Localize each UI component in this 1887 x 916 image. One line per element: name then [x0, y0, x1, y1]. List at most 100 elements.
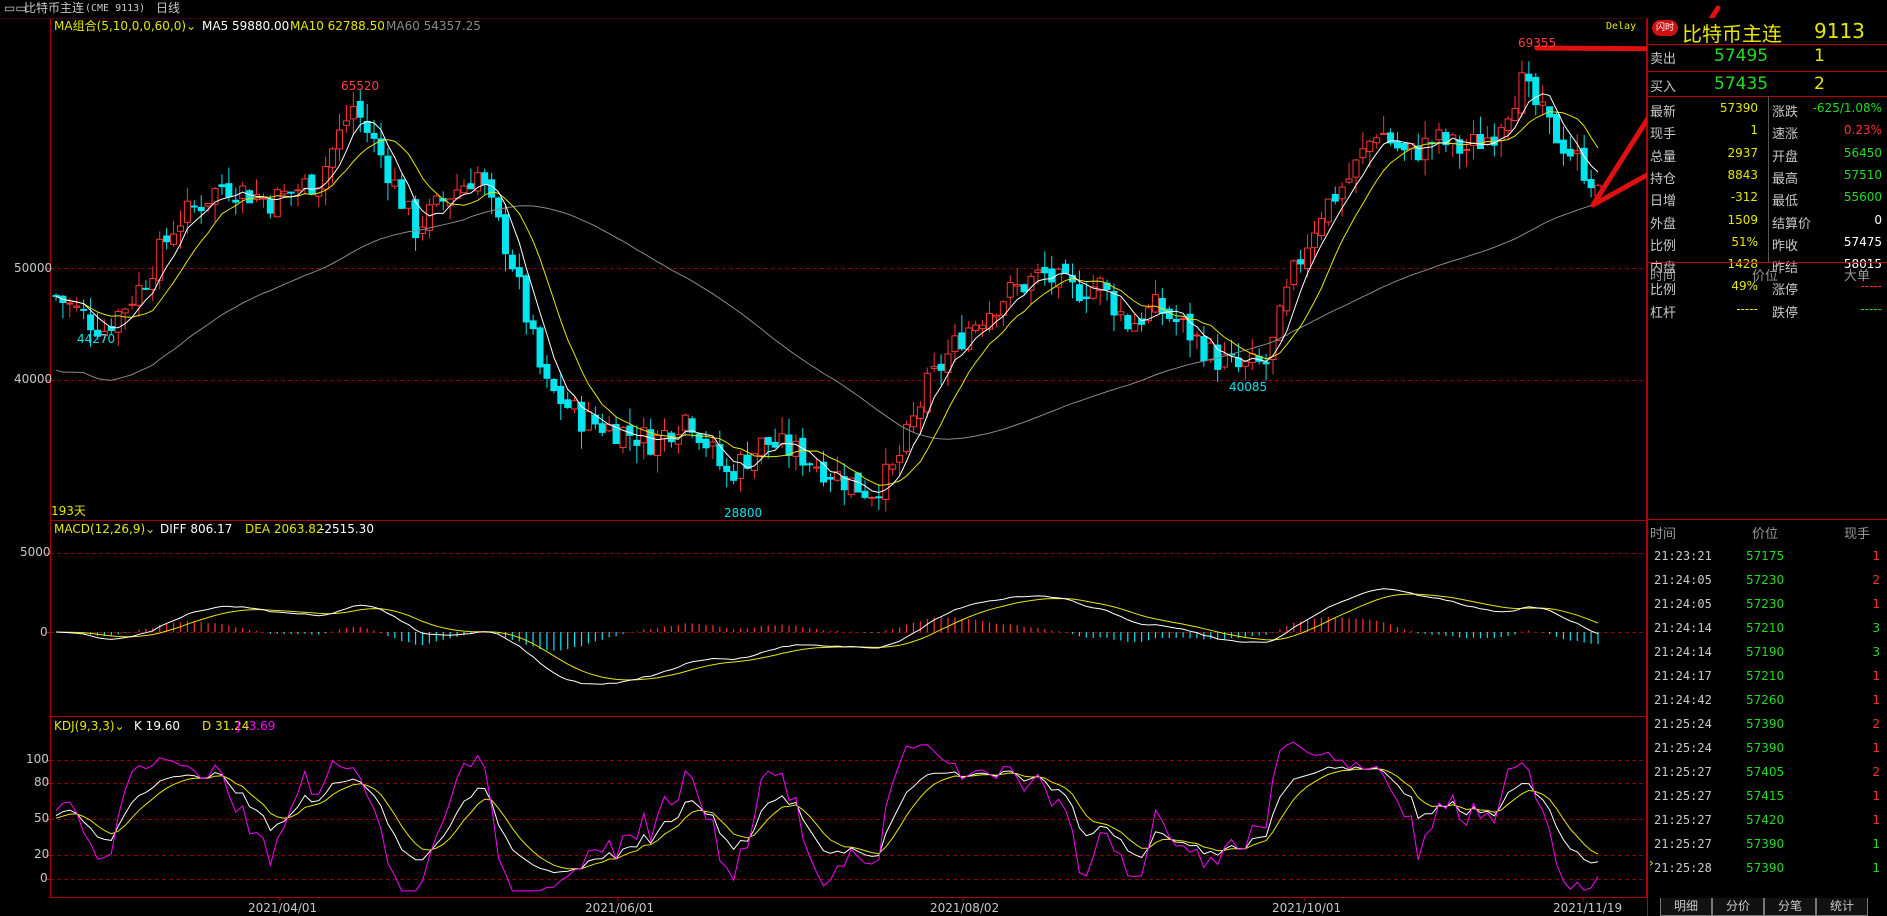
kdj-j-line — [55, 741, 1599, 892]
tick-time: 21:24:14 — [1654, 621, 1712, 635]
candle-body — [557, 385, 565, 404]
tick-qty: 1 — [1872, 741, 1880, 755]
tab-fenbi[interactable]: 分笔 — [1764, 898, 1816, 916]
tab-tongji[interactable]: 统计 — [1816, 898, 1868, 916]
stat-value: 58015 — [1843, 257, 1882, 272]
candle-body — [183, 200, 191, 223]
tick-row[interactable]: 21:24:17 57210 1 — [1648, 665, 1887, 689]
tick-row[interactable]: 21:25:27 57390 1 — [1648, 833, 1887, 857]
candle-body — [571, 400, 579, 410]
candle-body — [460, 185, 468, 194]
candle-body — [564, 399, 572, 408]
x-tick-0601: 2021/06/01 — [585, 901, 655, 915]
stat-value: 1428 — [1727, 257, 1758, 272]
candle-body — [1048, 268, 1056, 283]
tick-row[interactable]: 21:25:24 57390 2 — [1648, 713, 1887, 737]
tick-price: 57210 — [1746, 669, 1785, 683]
diff-line — [55, 588, 1599, 685]
candle-body — [1158, 297, 1166, 314]
tick-row[interactable]: 21:25:28 57390 1 — [1648, 857, 1887, 881]
macd-y-tick-5000: 5000 — [20, 545, 51, 559]
quote-stat-row: 外盘 1509 结算价 0 — [1648, 210, 1887, 232]
tick-row[interactable]: 21:24:14 57190 3 — [1648, 641, 1887, 665]
tick-qty: 2 — [1872, 717, 1880, 731]
quote-title: 比特币主连 — [1682, 22, 1782, 46]
tick-row[interactable]: 21:25:27 57405 2 — [1648, 761, 1887, 785]
chevron-down-icon: ⌄ — [114, 719, 125, 733]
candle-body — [1262, 361, 1270, 365]
candle-body — [1387, 132, 1395, 144]
candle-body — [1145, 307, 1153, 322]
candle-body — [1345, 178, 1353, 183]
candle-body — [543, 364, 551, 379]
stat-value: ----- — [1736, 301, 1758, 316]
candle-body — [1421, 137, 1429, 161]
candle-body — [1587, 179, 1595, 189]
candle-body — [716, 444, 724, 467]
tick-price: 57415 — [1746, 789, 1785, 803]
tick-row[interactable]: 21:23:21 57175 1 — [1648, 545, 1887, 569]
quote-stat-row: 杠杆 ----- 跌停 ----- — [1648, 299, 1887, 321]
candle-body — [999, 301, 1007, 316]
tick-row[interactable]: 21:24:05 57230 2 — [1648, 569, 1887, 593]
candle-body — [1027, 275, 1035, 291]
ma-group-selector[interactable]: MA组合(5,10,0,0,60,0)⌄ — [54, 19, 196, 33]
kdj-d-line — [55, 768, 1599, 870]
tick-qty: 1 — [1872, 669, 1880, 683]
tick-time: 21:25:27 — [1654, 813, 1712, 827]
tick-row[interactable]: 21:25:24 57390 1 — [1648, 737, 1887, 761]
candle-body — [792, 440, 800, 457]
tab-mingxi[interactable]: 明细 — [1660, 898, 1712, 916]
tick-row[interactable]: 21:24:05 57230 1 — [1648, 593, 1887, 617]
kdj-d: D 31.24 — [202, 719, 250, 733]
stat-label: 跌停 — [1772, 305, 1799, 321]
candle-body — [149, 277, 157, 290]
candle-body — [232, 199, 240, 203]
stat-value: -312 — [1730, 190, 1758, 205]
window-icon[interactable]: ▭▭ — [4, 1, 27, 15]
candle-body — [1511, 108, 1519, 122]
candle-body — [197, 206, 205, 212]
flash-badge[interactable]: 闪时 — [1652, 20, 1678, 36]
quote-panel: 闪时 比特币主连 9113 卖出 57495 1 买入 57435 2 最新 57… — [1647, 18, 1887, 916]
candle-body — [757, 437, 765, 456]
stat-label: 涨跌 — [1772, 105, 1799, 120]
candle-body — [1463, 148, 1471, 151]
tick-row[interactable]: 21:25:27 57420 1 — [1648, 809, 1887, 833]
candle-body — [73, 305, 81, 308]
tick-time: 21:23:21 — [1654, 549, 1712, 563]
tick-row[interactable]: 21:25:27 57415 1 — [1648, 785, 1887, 809]
tick-price: 57390 — [1746, 741, 1785, 755]
candle-body — [1359, 148, 1367, 159]
tab-fenjia[interactable]: 分价 — [1712, 898, 1764, 916]
sell-row[interactable]: 卖出 57495 1 — [1648, 45, 1887, 67]
kdj-y-tick-80: 80 — [34, 775, 50, 789]
kdj-title: KDJ(9,3,3) — [54, 719, 115, 733]
candle-body — [363, 120, 371, 133]
candle-body — [1179, 318, 1187, 321]
period-selector[interactable]: 日线 — [156, 1, 180, 15]
candle-body — [840, 476, 848, 491]
tick-row[interactable]: 21:24:42 57260 1 — [1648, 689, 1887, 713]
candle-body — [1470, 134, 1478, 147]
stat-value: 57390 — [1719, 101, 1758, 115]
candle-body — [937, 363, 945, 371]
candle-body — [1456, 139, 1464, 154]
candle-body — [107, 325, 115, 332]
tick-row[interactable]: 21:24:14 57210 3 — [1648, 617, 1887, 641]
candle-body — [944, 353, 952, 373]
kdj-indicator-selector[interactable]: KDJ(9,3,3)⌄ — [54, 719, 125, 733]
macd-indicator-selector[interactable]: MACD(12,26,9)⌄ — [54, 522, 155, 536]
macd-title: MACD(12,26,9) — [54, 522, 146, 536]
candle-body — [287, 191, 295, 194]
buy-qty: 2 — [1814, 74, 1825, 94]
candle-body — [142, 287, 150, 290]
candle-body — [163, 235, 171, 243]
buy-row[interactable]: 买入 57435 2 — [1648, 73, 1887, 95]
candle-body — [246, 190, 254, 204]
quote-stat-row: 比例 49% 涨停 ----- — [1648, 276, 1887, 298]
candle-body — [536, 327, 544, 368]
tick-time: 21:25:24 — [1654, 717, 1712, 731]
stat-value: 0.23% — [1843, 123, 1882, 138]
